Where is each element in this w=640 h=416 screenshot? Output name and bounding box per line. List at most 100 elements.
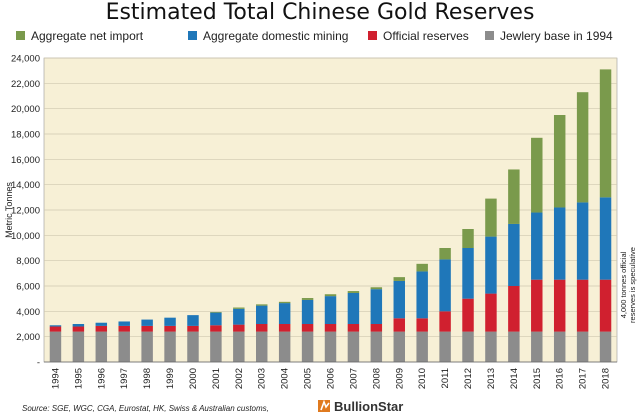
bar-segment-official xyxy=(210,325,222,332)
x-tick-label: 2004 xyxy=(280,368,291,389)
legend: Aggregate net import Aggregate domestic m… xyxy=(16,29,613,43)
x-tick-label: 1994 xyxy=(50,368,61,389)
bars xyxy=(44,69,617,363)
bar-segment-mining xyxy=(462,248,474,299)
bar-segment-jewelry xyxy=(347,331,360,362)
y-tick-label: 22,000 xyxy=(11,79,40,90)
bar-segment-jewelry xyxy=(531,331,543,362)
bar-segment-official xyxy=(347,324,360,332)
y-tick-label: 4,000 xyxy=(16,307,40,318)
legend-label: Aggregate domestic mining xyxy=(203,29,348,43)
y-tick-label: 18,000 xyxy=(11,130,40,141)
x-tick-label: 1997 xyxy=(119,368,130,389)
bar-segment-mining xyxy=(141,319,153,326)
bar-segment-jewelry xyxy=(416,331,428,362)
annotation-note: 4,000 tonnes officialreserves is specula… xyxy=(619,247,637,323)
bar-segment-official xyxy=(370,324,383,332)
bar-segment-official xyxy=(164,325,176,332)
legend-swatch-imports xyxy=(16,31,25,40)
x-axis-ticks: 1994 1995 1996 1997 1998 1999 2000 2001 2002 2003… xyxy=(50,368,611,389)
x-tick-label: 2015 xyxy=(532,368,543,389)
legend-swatch-jewelry xyxy=(485,31,494,40)
bar-segment-jewelry xyxy=(49,331,62,362)
bar-segment-official xyxy=(118,325,130,332)
bar-segment-jewelry xyxy=(187,331,199,362)
bar-segment-imports xyxy=(278,301,291,304)
bar-segment-official xyxy=(576,279,589,332)
y-axis-ticks: - 2,000 4,000 6,000 8,000 10,000 12,000 14,000 1… xyxy=(11,54,40,369)
bar-segment-official xyxy=(439,311,451,332)
bar-segment-official xyxy=(187,325,199,332)
bar-segment-jewelry xyxy=(233,331,245,362)
bar-segment-imports xyxy=(462,229,474,248)
bar-segment-official xyxy=(72,326,85,332)
legend-label: Aggregate net import xyxy=(31,29,144,43)
y-tick-label: 14,000 xyxy=(11,180,40,191)
bar-segment-official xyxy=(233,324,245,332)
x-tick-label: 2013 xyxy=(486,368,497,389)
y-tick-label: - xyxy=(37,358,40,369)
chart-title: Estimated Total Chinese Gold Reserves xyxy=(106,0,535,25)
bar-segment-imports xyxy=(439,248,451,260)
bar-segment-official xyxy=(49,326,62,332)
legend-label: Jewlery base in 1994 xyxy=(500,29,613,43)
bar-segment-official xyxy=(485,293,497,332)
bar-segment-imports xyxy=(599,69,612,198)
bar-segment-jewelry xyxy=(576,331,589,362)
bar-segment-official xyxy=(95,325,108,332)
bar-segment-mining xyxy=(256,305,268,324)
x-tick-label: 2012 xyxy=(463,368,474,389)
annotation-line: reserves is speculative xyxy=(628,247,637,323)
bar-segment-mining xyxy=(210,312,222,326)
bar-segment-jewelry xyxy=(393,331,405,362)
y-tick-label: 8,000 xyxy=(16,256,40,267)
x-tick-label: 2018 xyxy=(601,368,612,389)
x-tick-label: 2007 xyxy=(348,368,359,389)
bar-segment-official xyxy=(256,324,268,332)
bar-segment-mining xyxy=(553,207,566,280)
bar-segment-jewelry xyxy=(164,331,176,362)
annotation-line: 4,000 tonnes official xyxy=(619,251,628,318)
bar-segment-mining xyxy=(233,308,245,325)
x-tick-label: 2011 xyxy=(440,368,451,388)
bar-segment-mining xyxy=(485,236,497,294)
bar-segment-mining xyxy=(301,299,314,324)
bar-segment-jewelry xyxy=(141,331,153,362)
x-tick-label: 2014 xyxy=(509,368,520,389)
bar-segment-official xyxy=(462,298,474,332)
y-tick-label: 2,000 xyxy=(16,332,40,343)
legend-label: Official reserves xyxy=(383,29,469,43)
y-tick-label: 10,000 xyxy=(11,231,40,242)
bar-segment-mining xyxy=(439,259,451,312)
bar-segment-mining xyxy=(72,324,85,327)
bar-segment-official xyxy=(599,279,612,332)
bar-segment-official xyxy=(531,279,543,332)
bar-segment-imports xyxy=(347,291,360,293)
x-tick-label: 1999 xyxy=(165,368,176,389)
bar-segment-imports xyxy=(485,198,497,237)
x-tick-label: 2017 xyxy=(578,368,589,389)
bar-segment-jewelry xyxy=(439,331,451,362)
bar-segment-imports xyxy=(393,277,405,281)
bar-segment-jewelry xyxy=(95,331,108,362)
bar-segment-mining xyxy=(324,296,337,324)
bar-segment-imports xyxy=(301,298,314,300)
x-tick-label: 2010 xyxy=(417,368,428,389)
x-tick-label: 1996 xyxy=(96,368,107,389)
x-tick-label: 2002 xyxy=(234,368,245,389)
bar-segment-imports xyxy=(233,307,245,309)
bar-segment-imports xyxy=(370,287,383,290)
bar-segment-mining xyxy=(393,280,405,319)
bar-segment-official xyxy=(553,279,566,332)
bar-segment-jewelry xyxy=(370,331,383,362)
bar-segment-official xyxy=(141,325,153,332)
bar-segment-imports xyxy=(508,169,520,224)
x-tick-label: 2003 xyxy=(257,368,268,389)
brand-name: BullionStar xyxy=(334,399,403,414)
bar-segment-official xyxy=(508,286,520,332)
bullionstar-logo-icon xyxy=(318,399,330,412)
gridlines xyxy=(44,57,617,338)
bar-segment-mining xyxy=(416,271,428,319)
y-axis-label: Metric Tonnes xyxy=(4,182,14,238)
